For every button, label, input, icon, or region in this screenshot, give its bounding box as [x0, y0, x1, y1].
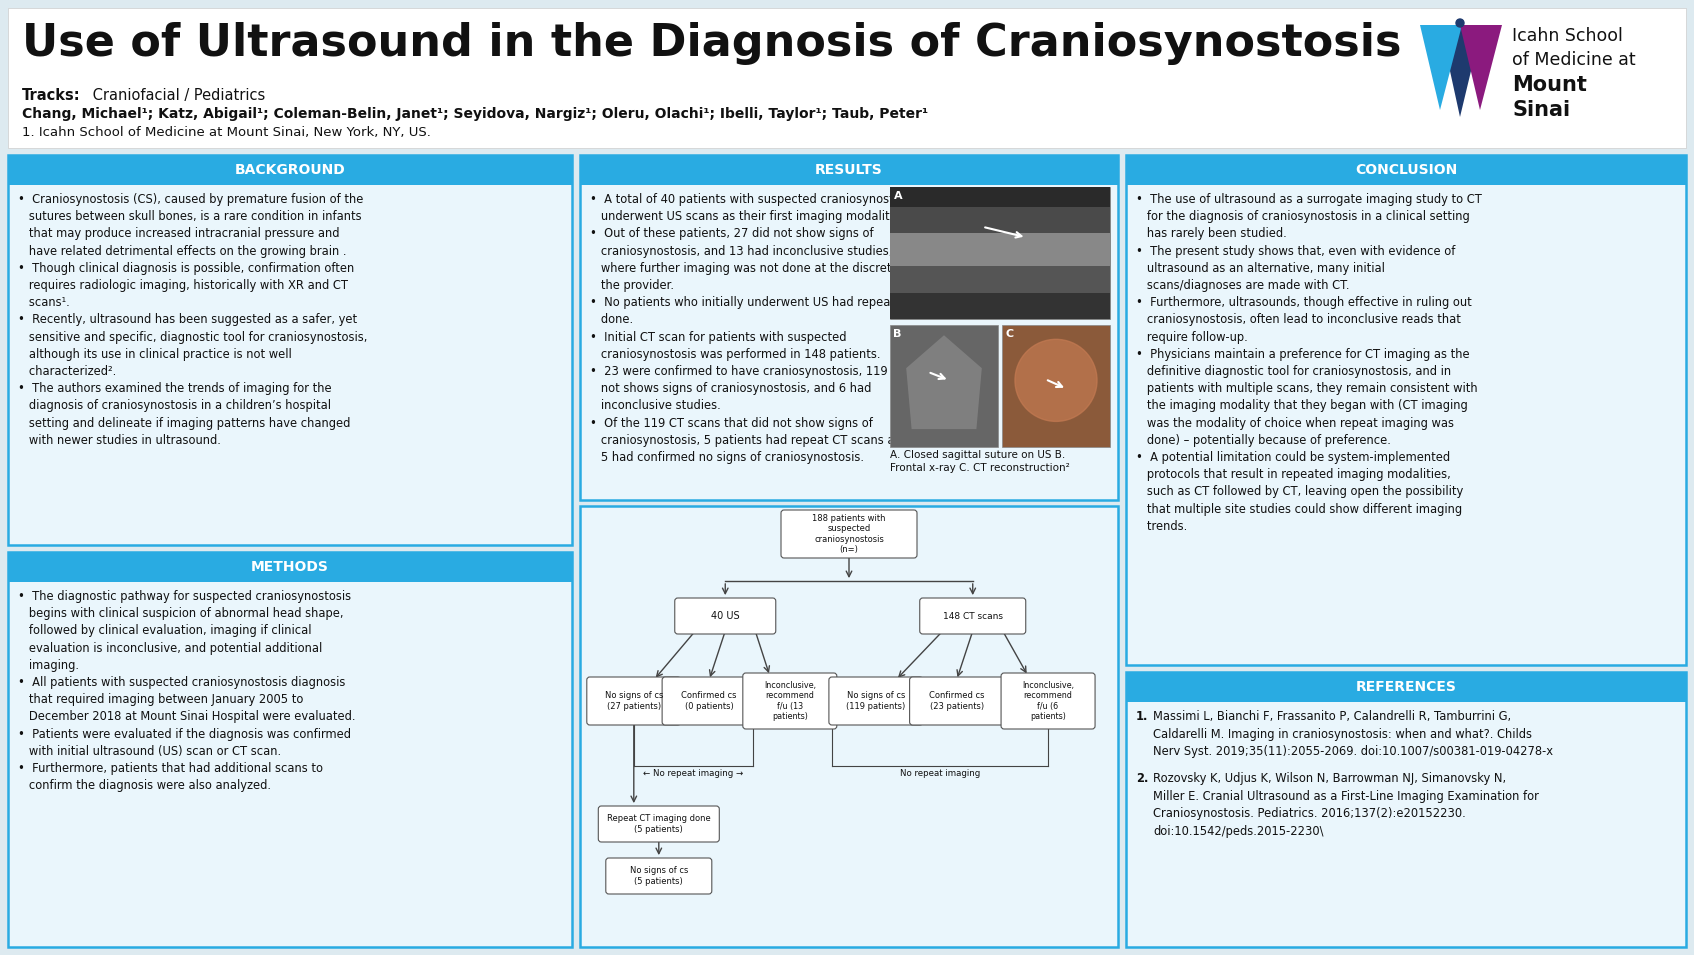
Text: ← No repeat imaging →: ← No repeat imaging →: [644, 769, 744, 778]
Circle shape: [1015, 339, 1098, 421]
FancyBboxPatch shape: [1127, 155, 1686, 185]
Text: A. Closed sagittal suture on US B.
Frontal x-ray C. CT reconstruction²: A. Closed sagittal suture on US B. Front…: [889, 451, 1069, 473]
Text: METHODS: METHODS: [251, 560, 329, 574]
Text: 148 CT scans: 148 CT scans: [944, 611, 1003, 621]
FancyBboxPatch shape: [1127, 155, 1686, 665]
Text: 1.: 1.: [1137, 710, 1149, 723]
FancyBboxPatch shape: [889, 187, 1110, 207]
Text: Chang, Michael¹; Katz, Abigail¹; Coleman-Belin, Janet¹; Seyidova, Nargiz¹; Oleru: Chang, Michael¹; Katz, Abigail¹; Coleman…: [22, 107, 928, 121]
Text: 1. Icahn School of Medicine at Mount Sinai, New York, NY, US.: 1. Icahn School of Medicine at Mount Sin…: [22, 126, 430, 139]
FancyBboxPatch shape: [889, 326, 998, 447]
Text: •  Craniosynostosis (CS), caused by premature fusion of the
   sutures between s: • Craniosynostosis (CS), caused by prema…: [19, 193, 368, 447]
Text: Confirmed cs
(23 patients): Confirmed cs (23 patients): [928, 691, 984, 711]
Text: 2.: 2.: [1137, 772, 1149, 785]
Text: RESULTS: RESULTS: [815, 163, 883, 177]
FancyBboxPatch shape: [606, 858, 711, 894]
FancyBboxPatch shape: [1001, 673, 1094, 729]
FancyBboxPatch shape: [744, 673, 837, 729]
FancyBboxPatch shape: [674, 598, 776, 634]
FancyBboxPatch shape: [8, 155, 573, 545]
FancyBboxPatch shape: [579, 506, 1118, 947]
FancyBboxPatch shape: [8, 552, 573, 947]
Text: No signs of cs
(119 patients): No signs of cs (119 patients): [847, 691, 906, 711]
Text: 188 patients with
suspected
craniosynostosis
(n=): 188 patients with suspected craniosynost…: [811, 514, 886, 554]
FancyBboxPatch shape: [920, 598, 1027, 634]
Text: Confirmed cs
(0 patients): Confirmed cs (0 patients): [681, 691, 737, 711]
Text: Icahn School
of Medicine at: Icahn School of Medicine at: [1513, 27, 1636, 69]
Text: Rozovsky K, Udjus K, Wilson N, Barrowman NJ, Simanovsky N,
Miller E. Cranial Ult: Rozovsky K, Udjus K, Wilson N, Barrowman…: [1154, 772, 1538, 838]
Polygon shape: [1460, 25, 1503, 110]
Text: Repeat CT imaging done
(5 patients): Repeat CT imaging done (5 patients): [606, 815, 711, 834]
FancyBboxPatch shape: [889, 187, 1110, 320]
FancyBboxPatch shape: [1127, 672, 1686, 947]
Text: Inconclusive,
recommend
f/u (6
patients): Inconclusive, recommend f/u (6 patients): [1021, 681, 1074, 721]
Circle shape: [1457, 19, 1464, 27]
FancyBboxPatch shape: [1001, 326, 1110, 447]
FancyBboxPatch shape: [910, 677, 1003, 725]
Polygon shape: [1420, 25, 1462, 110]
FancyBboxPatch shape: [889, 207, 1110, 233]
FancyBboxPatch shape: [579, 155, 1118, 500]
Text: CONCLUSION: CONCLUSION: [1355, 163, 1457, 177]
Text: Craniofacial / Pediatrics: Craniofacial / Pediatrics: [88, 88, 266, 103]
Text: No signs of cs
(5 patients): No signs of cs (5 patients): [630, 866, 688, 885]
Text: •  A total of 40 patients with suspected craniosynostosis
   underwent US scans : • A total of 40 patients with suspected …: [590, 193, 927, 464]
Text: No signs of cs
(27 patients): No signs of cs (27 patients): [605, 691, 662, 711]
Text: Tracks:: Tracks:: [22, 88, 81, 103]
Text: Inconclusive,
recommend
f/u (13
patients): Inconclusive, recommend f/u (13 patients…: [764, 681, 817, 721]
Text: REFERENCES: REFERENCES: [1355, 680, 1457, 694]
Text: •  The diagnostic pathway for suspected craniosynostosis
   begins with clinical: • The diagnostic pathway for suspected c…: [19, 590, 356, 793]
FancyBboxPatch shape: [889, 293, 1110, 320]
FancyBboxPatch shape: [8, 552, 573, 582]
Text: A: A: [894, 191, 903, 201]
FancyBboxPatch shape: [579, 155, 1118, 185]
Text: B: B: [893, 329, 901, 338]
Text: BACKGROUND: BACKGROUND: [235, 163, 346, 177]
FancyBboxPatch shape: [598, 806, 720, 842]
Polygon shape: [1440, 25, 1482, 117]
FancyBboxPatch shape: [1127, 672, 1686, 702]
FancyBboxPatch shape: [889, 233, 1110, 266]
FancyBboxPatch shape: [828, 677, 923, 725]
Polygon shape: [906, 335, 983, 429]
Text: Massimi L, Bianchi F, Frassanito P, Calandrelli R, Tamburrini G,
Caldarelli M. I: Massimi L, Bianchi F, Frassanito P, Cala…: [1154, 710, 1553, 758]
Text: Mount
Sinai: Mount Sinai: [1513, 75, 1587, 119]
FancyBboxPatch shape: [8, 8, 1686, 148]
FancyBboxPatch shape: [662, 677, 756, 725]
Text: •  The use of ultrasound as a surrogate imaging study to CT
   for the diagnosis: • The use of ultrasound as a surrogate i…: [1137, 193, 1482, 533]
FancyBboxPatch shape: [781, 510, 916, 558]
Text: No repeat imaging: No repeat imaging: [900, 769, 981, 778]
Text: C: C: [1005, 329, 1013, 338]
FancyBboxPatch shape: [889, 266, 1110, 293]
FancyBboxPatch shape: [586, 677, 681, 725]
FancyBboxPatch shape: [8, 155, 573, 185]
Text: 40 US: 40 US: [711, 611, 740, 621]
Text: Use of Ultrasound in the Diagnosis of Craniosynostosis: Use of Ultrasound in the Diagnosis of Cr…: [22, 22, 1401, 65]
